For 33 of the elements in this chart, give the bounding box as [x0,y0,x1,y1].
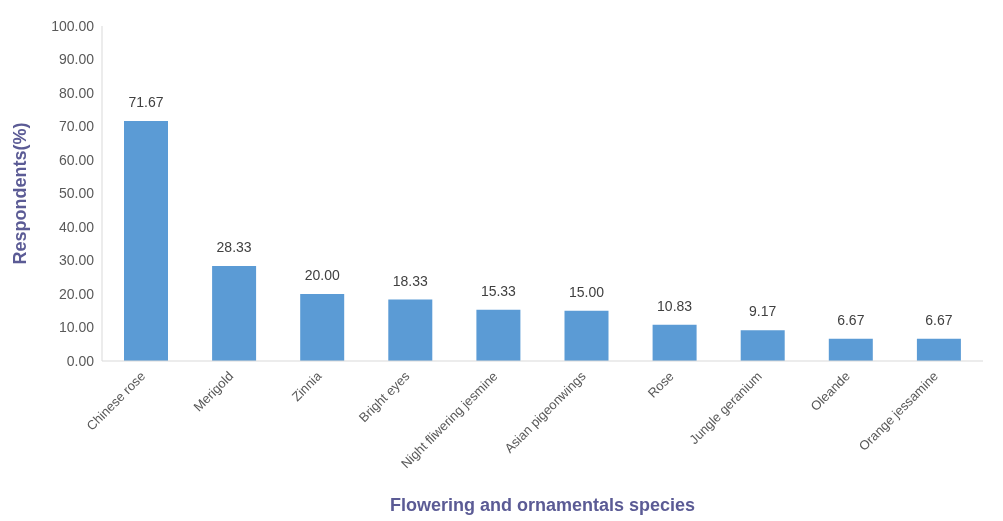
data-label: 15.00 [568,283,605,300]
bar [652,324,697,361]
y-tick-label: 80.00 [58,84,95,101]
data-label: 9.17 [749,303,777,320]
bar [476,309,521,361]
data-label: 15.33 [480,282,517,299]
y-tick-label: 100.00 [51,17,95,34]
bar [916,338,961,361]
x-axis-title: Flowering and ornamentals species [389,495,696,515]
bar [388,299,433,361]
y-tick-label: 0.00 [66,352,95,369]
y-axis-title: Respondents(%) [10,122,31,265]
bar [828,338,873,361]
bar [124,120,168,361]
y-tick-label: 20.00 [58,285,95,302]
data-label: 28.33 [216,239,252,256]
y-tick-label: 90.00 [58,51,95,68]
data-label: 6.67 [925,311,953,328]
data-label: 6.67 [837,311,865,328]
y-tick-label: 60.00 [58,151,95,168]
data-label: 20.00 [304,267,340,283]
data-label: 10.83 [657,297,693,314]
bar [564,310,609,361]
y-tick-label: 40.00 [58,218,95,235]
y-tick-label: 50.00 [58,185,95,202]
bar [740,330,785,361]
bar [212,266,257,361]
bar [300,294,345,361]
data-label: 71.67 [128,93,164,110]
y-tick-label: 10.00 [58,319,95,336]
data-label: 18.33 [392,272,429,289]
y-tick-label: 70.00 [58,118,95,135]
y-tick-label: 30.00 [58,252,95,269]
